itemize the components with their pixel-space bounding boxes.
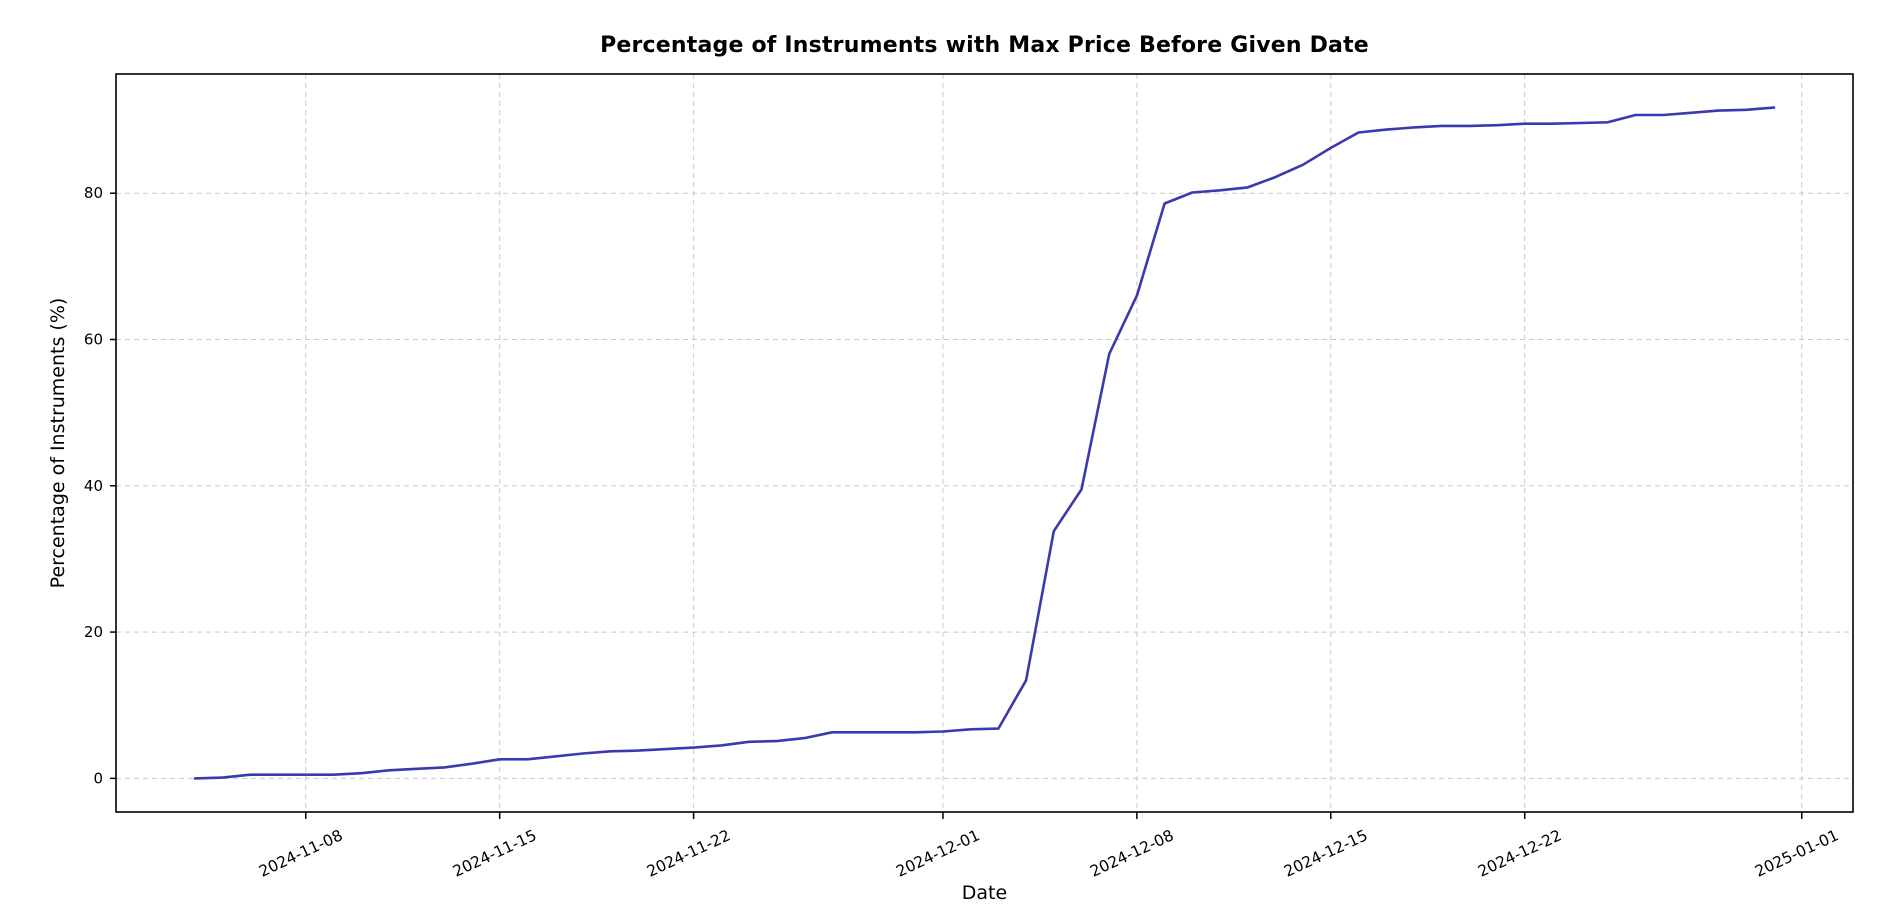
x-tick-label: 2024-12-08 bbox=[1087, 826, 1176, 880]
x-tick-label: 2024-12-15 bbox=[1281, 826, 1370, 880]
y-tick-label: 60 bbox=[84, 331, 103, 349]
data-line bbox=[193, 106, 1776, 780]
x-tick-label: 2024-11-08 bbox=[256, 826, 345, 880]
axes-frame bbox=[115, 73, 1854, 813]
y-tick-label: 0 bbox=[93, 769, 103, 787]
x-axis-label: Date bbox=[961, 882, 1008, 904]
x-tick-label: 2024-12-22 bbox=[1475, 826, 1564, 880]
chart-title: Percentage of Instruments with Max Price… bbox=[600, 33, 1369, 58]
x-tick-label: 2024-12-01 bbox=[893, 826, 982, 880]
x-tick-label: 2024-11-22 bbox=[644, 826, 733, 880]
y-tick-label: 40 bbox=[84, 477, 103, 495]
y-tick-label: 20 bbox=[84, 623, 103, 641]
x-tick-label: 2024-11-15 bbox=[450, 826, 539, 880]
x-tick-label: 2025-01-01 bbox=[1752, 826, 1841, 880]
y-tick-label: 80 bbox=[84, 184, 103, 202]
